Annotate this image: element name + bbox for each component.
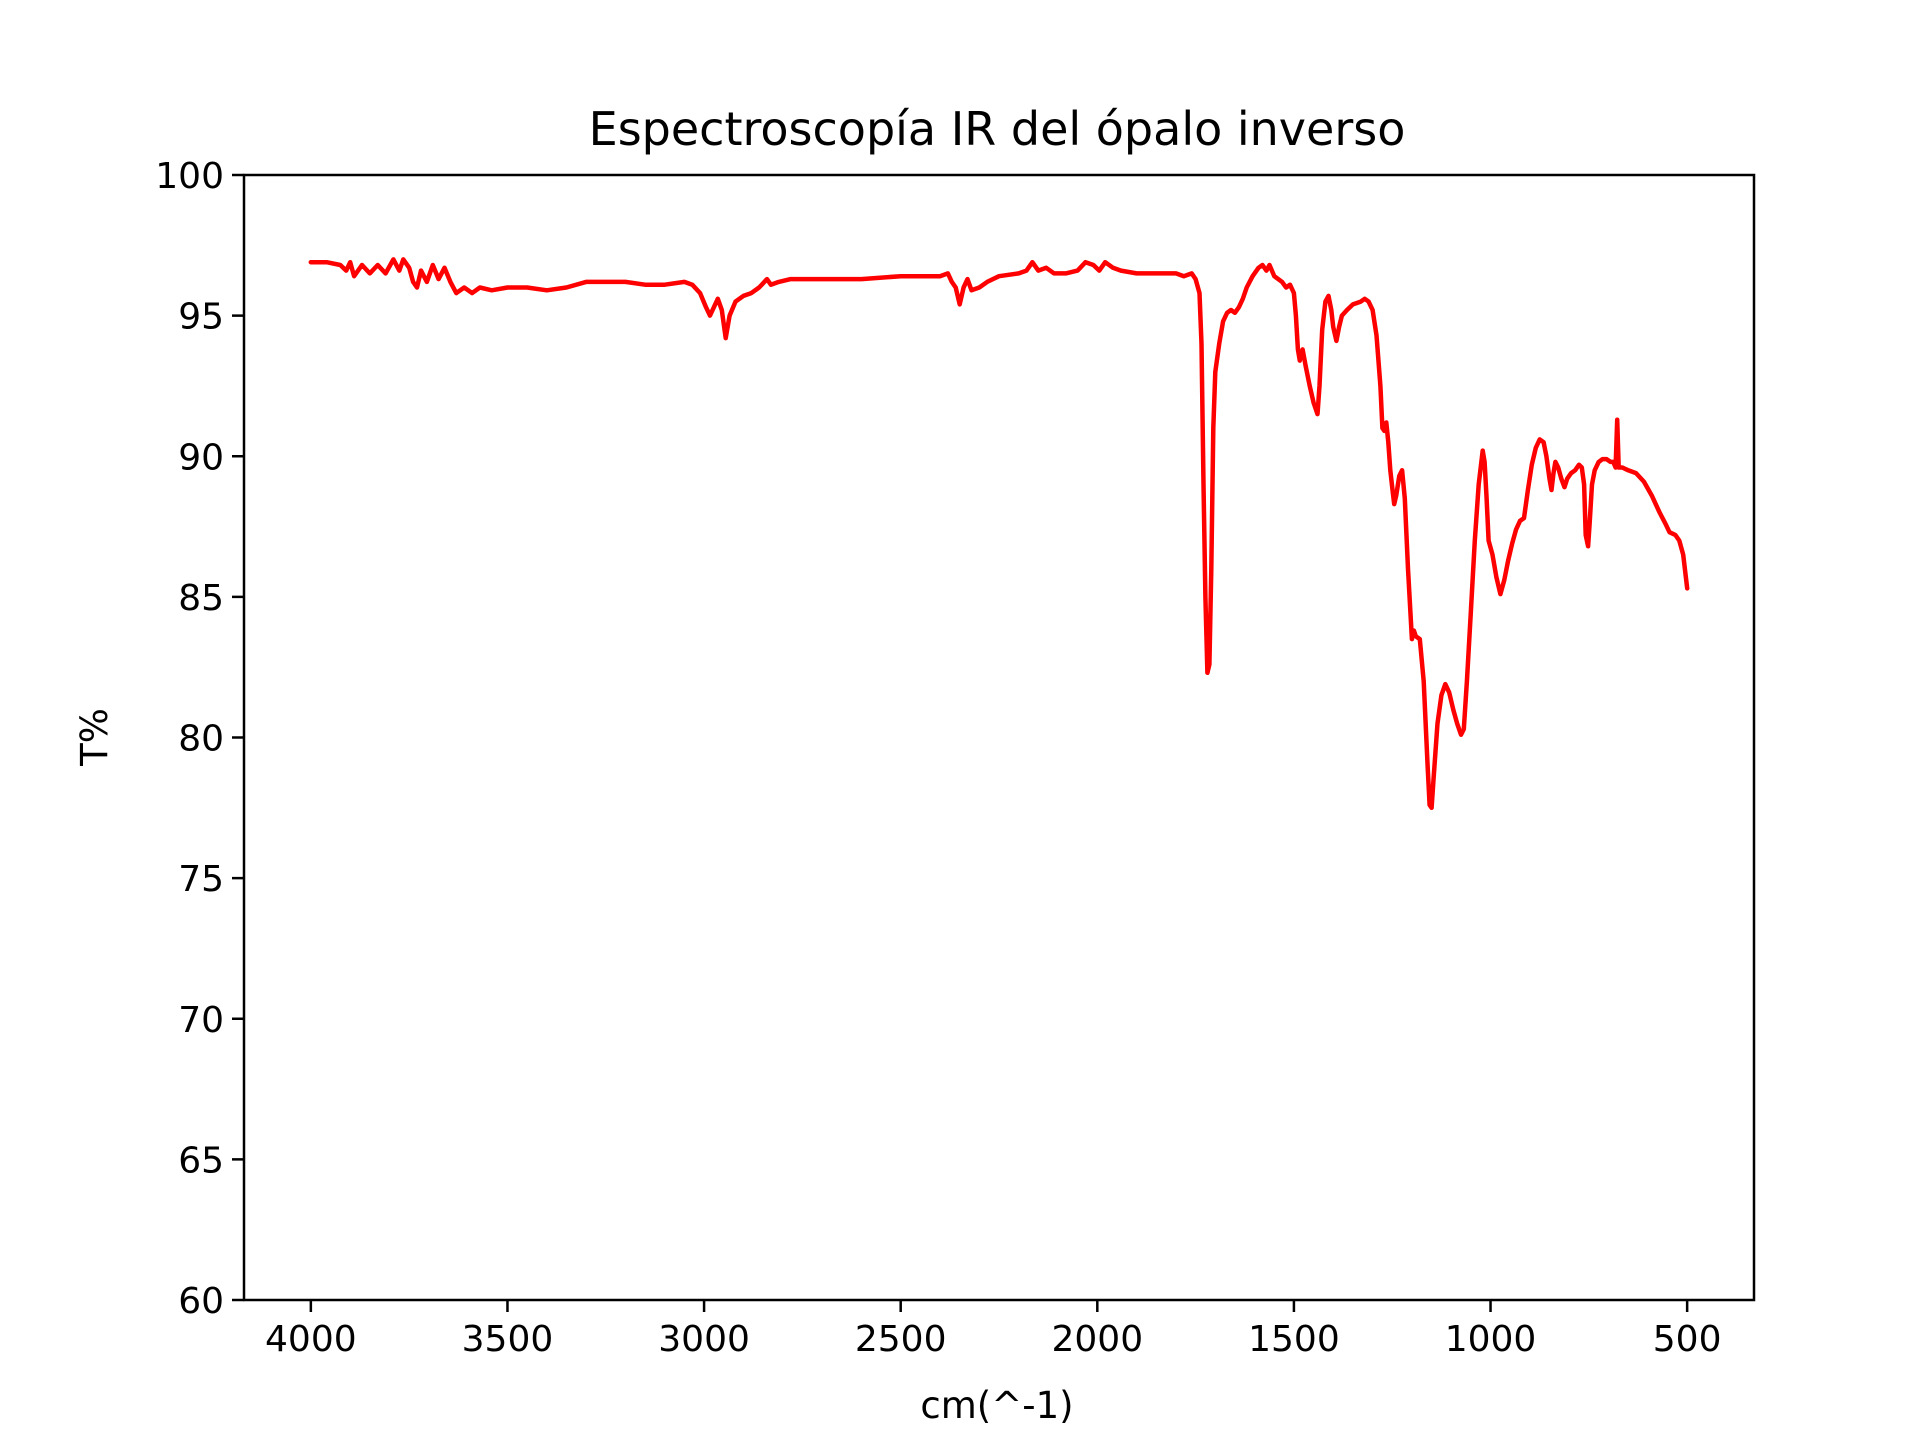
y-tick-label: 65	[178, 1140, 224, 1181]
y-tick-label: 80	[178, 719, 224, 760]
chart-title: Espectroscopía IR del ópalo inverso	[589, 102, 1406, 156]
y-tick-label: 90	[178, 437, 224, 478]
y-tick-label: 75	[178, 859, 224, 900]
series-layer	[308, 257, 1690, 811]
x-tick-label: 3500	[462, 1319, 554, 1360]
x-tick-label: 500	[1653, 1319, 1722, 1360]
y-tick-label: 60	[178, 1281, 224, 1322]
y-tick-label: 70	[178, 1000, 224, 1041]
x-tick-label: 3000	[658, 1319, 750, 1360]
y-tick-label: 100	[155, 156, 224, 197]
x-tick-label: 1500	[1248, 1319, 1340, 1360]
x-tick-label: 1000	[1445, 1319, 1537, 1360]
x-tick-label: 2500	[855, 1319, 947, 1360]
axis-ticks: 4000 3500 3000 2500 2000 1500 1000 500 60 65 70 75 8…	[155, 156, 1721, 1360]
plot-frame	[242, 173, 1756, 1302]
y-tick-label: 95	[178, 297, 224, 338]
y-axis-label: T%	[73, 708, 116, 767]
x-tick-label: 4000	[265, 1319, 357, 1360]
y-tick-label: 85	[178, 578, 224, 619]
x-axis-label: cm(^-1)	[920, 1384, 1073, 1427]
x-tick-label: 2000	[1051, 1319, 1143, 1360]
transmittance-series-line	[308, 257, 1690, 811]
